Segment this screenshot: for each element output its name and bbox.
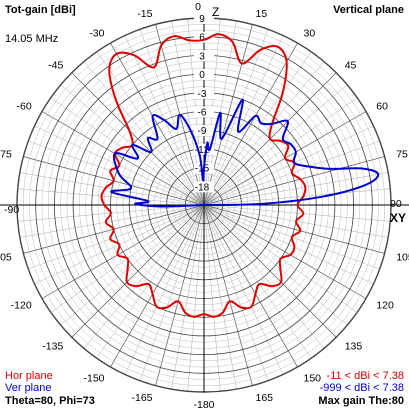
angle-tick-label: -75 <box>0 149 12 161</box>
angle-tick-label: -45 <box>48 59 63 71</box>
angle-tick-label: 75 <box>396 149 408 161</box>
angle-tick-label: -165 <box>131 392 152 404</box>
radial-tick-label: 9 <box>199 14 205 25</box>
angle-tick-label: -60 <box>17 101 32 113</box>
angle-tick-label: 45 <box>345 59 357 71</box>
max-gain-label: Max gain The:80 <box>318 395 404 407</box>
radial-tick-bg <box>194 181 214 193</box>
angle-tick-label: -30 <box>89 28 104 40</box>
radial-tick-bg <box>194 106 214 118</box>
angle-tick-label: 150 <box>304 372 322 384</box>
angle-tick-label: -105 <box>0 252 12 264</box>
angle-tick-label: 0 <box>195 1 201 13</box>
radial-tick-bg <box>194 143 214 155</box>
gain-title: Tot-gain [dBi] <box>5 4 76 16</box>
theta-phi-label: Theta=80, Phi=73 <box>5 395 95 407</box>
z-axis-label: Z <box>212 5 219 19</box>
ver-plane-legend: Ver plane <box>5 382 52 394</box>
radial-tick-label: -18 <box>195 182 210 193</box>
radial-tick-bg <box>194 69 214 81</box>
radial-tick-label: 3 <box>199 51 205 62</box>
angle-tick-label: -180 <box>193 399 214 409</box>
frequency-label: 14.05 MHz <box>5 33 59 45</box>
hor-plane-legend: Hor plane <box>5 370 53 382</box>
angle-tick-label: -150 <box>83 372 104 384</box>
plane-title: Vertical plane <box>333 4 404 16</box>
angle-tick-label: 15 <box>256 8 268 20</box>
radial-tick-label: -3 <box>198 89 207 100</box>
angle-tick-label: 30 <box>304 28 316 40</box>
ver-plane-trace <box>110 98 380 208</box>
ver-range-label: -999 < dBi < 7.38 <box>319 382 404 394</box>
radial-tick-label: 6 <box>199 33 205 44</box>
angle-tick-label: 105 <box>396 252 409 264</box>
radial-tick-label: -9 <box>198 126 207 137</box>
angle-tick-label: 135 <box>345 341 363 353</box>
angle-tick-label: -120 <box>11 300 32 312</box>
angle-tick-label: -90 <box>4 204 19 216</box>
gain-traces <box>100 33 380 318</box>
angle-tick-label: -135 <box>42 341 63 353</box>
radial-tick-label: 0 <box>199 70 205 81</box>
hor-range-label: -11 < dBi < 7.38 <box>326 370 404 382</box>
radial-tick-bg <box>194 125 214 137</box>
angle-tick-label: -15 <box>137 8 152 20</box>
xy-axis-label: XY <box>390 211 406 225</box>
radial-tick-label: -6 <box>198 108 207 119</box>
angle-tick-label: 60 <box>376 101 388 113</box>
radial-tick-bg <box>194 50 214 62</box>
angle-tick-label: 90 <box>390 198 402 210</box>
radial-tick-bg <box>194 31 214 43</box>
radial-tick-label: -12 <box>195 145 210 156</box>
radial-tick-bg <box>194 13 214 24</box>
radial-tick-bg <box>194 87 214 99</box>
angle-tick-label: 165 <box>256 392 274 404</box>
angle-tick-label: 120 <box>376 300 394 312</box>
